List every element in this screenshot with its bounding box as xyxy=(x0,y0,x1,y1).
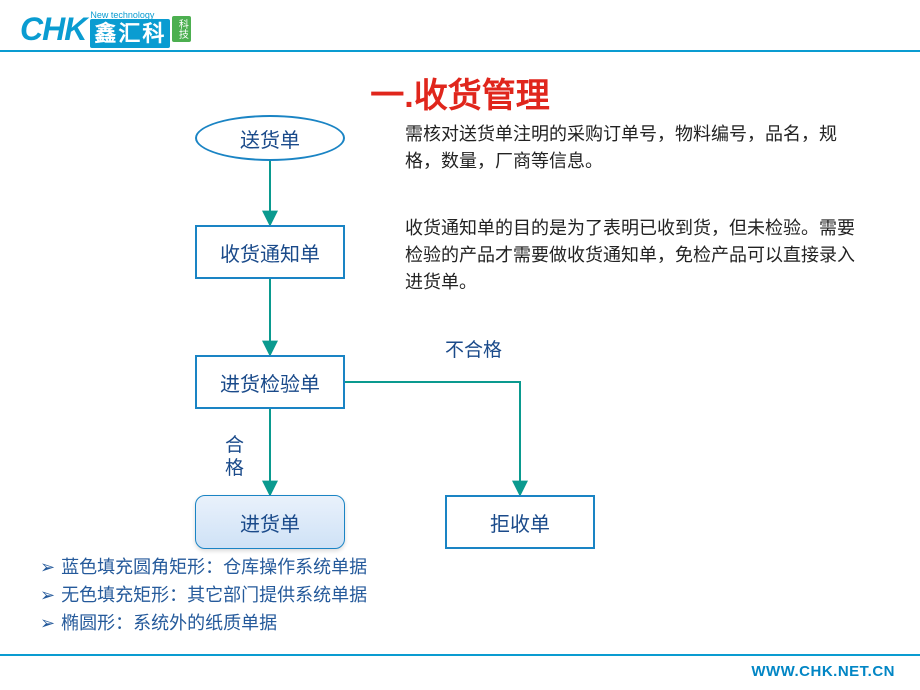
logo-chk: CHK xyxy=(20,11,86,48)
legend-item: 无色填充矩形：其它部门提供系统单据 xyxy=(40,582,367,610)
flow-edge-3 xyxy=(345,382,520,495)
flow-node-n1: 送货单 xyxy=(195,115,345,161)
description-2: 收货通知单的目的是为了表明已收到货，但未检验。需要检验的产品才需要做收货通知单，… xyxy=(405,215,855,296)
logo-cn: 鑫汇科 xyxy=(90,19,170,48)
logo-tag: 科技 xyxy=(172,16,191,42)
logo: CHK New technology 鑫汇科 科技 xyxy=(20,10,191,48)
footer-divider xyxy=(0,654,920,656)
flow-node-n4: 进货单 xyxy=(195,495,345,549)
header-divider xyxy=(0,50,920,52)
legend-item: 蓝色填充圆角矩形：仓库操作系统单据 xyxy=(40,554,367,582)
page-title: 一.收货管理 xyxy=(0,68,920,117)
edge-label-3: 不合格 xyxy=(445,335,502,362)
flow-node-n5: 拒收单 xyxy=(445,495,595,549)
logo-text-group: New technology 鑫汇科 xyxy=(90,10,170,48)
flowchart: 送货单收货通知单进货检验单进货单 拒收单 需核对送货单注明的采购订单号，物料编号，… xyxy=(0,115,920,595)
footer-url: WWW.CHK.NET.CN xyxy=(751,663,895,680)
flow-node-n2: 收货通知单 xyxy=(195,225,345,279)
description-1: 需核对送货单注明的采购订单号，物料编号，品名，规格，数量，厂商等信息。 xyxy=(405,121,855,175)
flow-node-n3: 进货检验单 xyxy=(195,355,345,409)
legend: 蓝色填充圆角矩形：仓库操作系统单据 无色填充矩形：其它部门提供系统单据 椭圆形：… xyxy=(40,554,367,638)
legend-item: 椭圆形：系统外的纸质单据 xyxy=(40,610,367,638)
edge-label-2: 合格 xyxy=(225,435,245,481)
